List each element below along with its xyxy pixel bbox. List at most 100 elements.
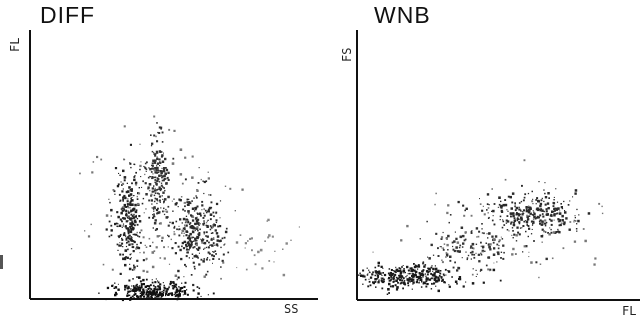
data-point [434,276,438,279]
data-point [359,272,361,274]
data-point [167,234,169,236]
data-point [136,276,138,278]
data-point [498,203,501,206]
data-point [465,251,467,253]
data-point [428,278,432,281]
data-point [165,168,169,172]
data-point [162,210,164,213]
data-point [499,215,502,218]
data-point [545,221,548,224]
data-point [126,241,128,244]
data-point [186,293,189,296]
data-point [117,235,120,237]
data-point [110,224,113,227]
data-point [136,202,140,206]
data-point [435,275,437,277]
data-point [128,217,130,219]
data-point [167,246,169,248]
data-point [222,261,225,264]
data-point [456,269,459,272]
data-point [105,298,107,301]
data-point [530,233,533,235]
data-point [395,270,397,272]
data-point [202,239,204,242]
data-point [116,185,120,188]
data-point [193,226,195,228]
data-point [168,128,171,131]
data-point [123,194,126,198]
data-point [471,242,475,246]
data-point [154,154,157,157]
data-point [121,190,124,193]
data-point [70,248,73,250]
data-point [430,277,432,280]
data-point [408,278,411,281]
data-point [161,236,164,240]
data-point [439,272,442,275]
data-point [153,134,156,137]
data-point [582,228,585,230]
data-point [421,281,423,283]
data-point [148,199,151,202]
data-point [407,284,410,287]
data-point [126,292,129,295]
data-point [549,227,551,229]
data-point [406,275,408,277]
data-point [161,167,163,169]
data-point [188,248,190,251]
data-point [195,254,197,257]
data-point [222,253,225,256]
data-point [182,227,185,230]
data-point [522,209,525,212]
data-point [160,174,163,176]
data-point [440,236,444,239]
data-point [114,193,116,195]
data-point [480,245,482,247]
data-point [431,282,433,285]
data-point [491,210,493,212]
data-point [143,251,145,254]
data-point [519,213,521,216]
data-point [274,250,276,252]
data-point [183,290,186,293]
data-point [213,237,215,239]
data-point [158,158,161,161]
data-point [137,235,139,237]
data-point [141,202,144,205]
point-cluster [131,122,175,242]
data-point [371,273,374,276]
data-point [189,239,192,242]
data-point [376,273,378,275]
data-point [200,258,203,261]
data-point [225,227,228,230]
data-point [559,223,562,227]
data-point [147,296,149,298]
data-point [362,269,365,272]
data-point [196,248,198,250]
data-point [174,252,177,255]
data-point [213,238,215,240]
data-point [268,234,271,237]
data-point [418,272,421,274]
data-point [156,162,160,165]
data-point [555,207,557,210]
data-point [153,215,155,217]
data-point [398,276,401,279]
data-point [175,290,178,293]
data-point [96,155,99,159]
data-point [191,237,193,239]
data-point [393,280,396,282]
data-point [117,283,119,285]
data-point [131,290,133,292]
data-point [154,192,157,194]
data-point [437,276,440,279]
data-point [454,261,456,264]
data-point [178,291,181,294]
point-cluster [105,143,159,285]
data-point [155,208,159,212]
data-point [422,269,425,271]
data-point [129,258,132,260]
data-point [518,221,521,224]
data-point [158,195,162,198]
data-point [544,203,547,206]
